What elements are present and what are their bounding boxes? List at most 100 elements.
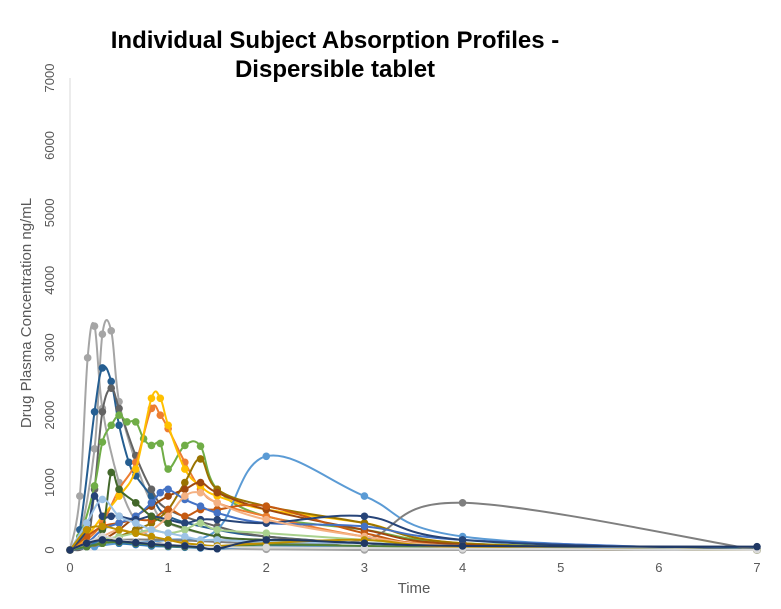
data-point	[213, 509, 222, 517]
data-point	[131, 465, 140, 473]
y-tick-label: 4000	[42, 266, 57, 295]
data-point	[196, 442, 205, 450]
data-point	[115, 512, 123, 521]
data-point	[213, 544, 222, 553]
data-point	[125, 458, 133, 467]
data-point	[196, 478, 205, 487]
series	[66, 390, 761, 554]
data-point	[115, 421, 123, 430]
data-point	[115, 519, 123, 527]
y-tick-label: 3000	[42, 333, 57, 362]
data-point	[164, 421, 172, 430]
x-tick-label: 2	[263, 560, 270, 575]
data-point	[131, 529, 140, 537]
data-point	[181, 465, 189, 473]
data-point	[90, 482, 99, 490]
data-point	[98, 407, 107, 416]
data-point	[196, 488, 205, 497]
series-layer	[66, 319, 761, 554]
data-point	[107, 377, 116, 386]
data-point	[76, 492, 84, 500]
data-point	[360, 492, 369, 500]
data-point	[82, 519, 91, 527]
data-point	[156, 394, 165, 403]
series-line	[69, 319, 758, 551]
data-point	[458, 499, 467, 507]
data-point	[147, 512, 156, 521]
data-point	[98, 522, 107, 531]
data-point	[196, 502, 205, 510]
data-point	[458, 536, 467, 544]
data-point	[164, 541, 172, 550]
chart-title-line-1: Individual Subject Absorption Profiles -	[110, 27, 560, 54]
y-tick-label: 1000	[42, 468, 57, 497]
data-point	[115, 485, 123, 494]
data-point	[213, 488, 222, 497]
x-tick-label: 7	[753, 560, 760, 575]
data-point	[753, 542, 761, 551]
data-point	[360, 539, 369, 548]
x-tick-label: 0	[66, 560, 73, 575]
series-line	[69, 454, 758, 551]
data-point	[115, 404, 123, 413]
data-point	[131, 538, 140, 547]
series-line	[69, 365, 758, 551]
data-point	[360, 512, 369, 521]
data-point	[147, 441, 156, 450]
y-tick-label: 5000	[42, 198, 57, 227]
data-point	[115, 525, 123, 534]
chart-title-line-2: Dispersible tablet	[234, 56, 436, 83]
data-point	[164, 512, 172, 521]
data-point	[164, 505, 172, 514]
data-point	[164, 485, 172, 494]
series-line	[69, 457, 758, 551]
data-point	[262, 529, 271, 537]
y-tick-label: 7000	[42, 64, 57, 93]
data-point	[82, 539, 91, 548]
data-point	[107, 512, 116, 521]
data-point	[262, 536, 271, 544]
x-tick-label: 4	[459, 560, 466, 575]
data-point	[90, 492, 99, 500]
data-point	[90, 322, 99, 330]
series-line	[69, 481, 758, 551]
data-point	[181, 492, 189, 500]
x-tick-label: 1	[165, 560, 172, 575]
y-axis-label: Drug Plasma Concentration ng/mL	[18, 198, 35, 428]
data-point	[262, 515, 271, 524]
data-point	[213, 536, 222, 544]
data-point	[164, 465, 172, 473]
data-point	[196, 519, 205, 527]
data-point	[181, 485, 189, 494]
series-line	[69, 414, 758, 551]
data-point	[164, 529, 172, 537]
data-point	[98, 330, 107, 339]
x-tick-label: 6	[655, 560, 662, 575]
data-point	[213, 525, 222, 534]
data-point	[147, 394, 156, 403]
data-point	[164, 519, 172, 527]
chart-title: Individual Subject Absorption Profiles -…	[0, 26, 670, 84]
data-point	[98, 438, 107, 446]
y-tick-label: 2000	[42, 401, 57, 430]
data-point	[213, 515, 222, 524]
data-point	[181, 441, 189, 450]
data-point	[181, 519, 189, 527]
data-point	[181, 532, 189, 541]
data-point	[115, 537, 123, 546]
y-tick-label: 0	[42, 546, 57, 553]
x-tick-label: 5	[557, 560, 564, 575]
data-point	[98, 536, 107, 544]
data-point	[107, 468, 116, 477]
series	[66, 536, 761, 554]
data-point	[107, 421, 116, 430]
data-point	[90, 445, 99, 453]
data-point	[360, 522, 369, 531]
data-point	[147, 525, 156, 534]
data-point	[164, 492, 172, 500]
data-point	[196, 543, 205, 552]
x-tick-label: 3	[361, 560, 368, 575]
data-point	[196, 455, 205, 463]
data-point	[147, 485, 156, 494]
